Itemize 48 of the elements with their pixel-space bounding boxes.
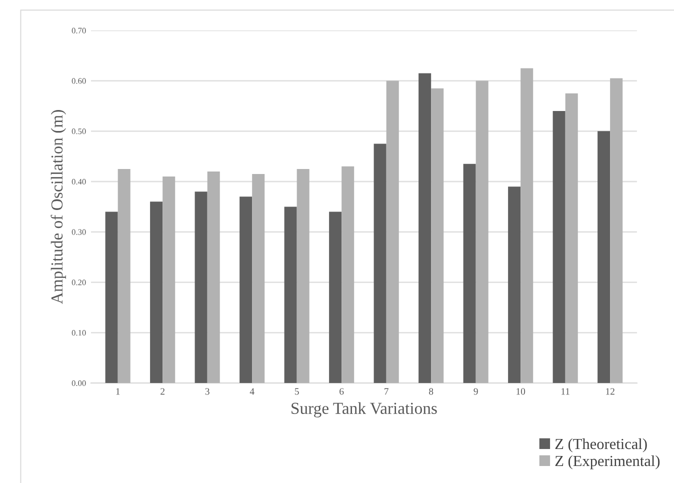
- bar: [598, 131, 610, 384]
- bar: [284, 206, 297, 384]
- x-tick-label: 1: [116, 388, 120, 395]
- bar: [240, 196, 252, 384]
- bar: [520, 68, 534, 384]
- y-tick-label: 0.70: [72, 28, 86, 34]
- bar: [150, 202, 163, 384]
- legend-label: Z (Experimental): [555, 455, 660, 470]
- bar: [296, 168, 310, 384]
- x-axis-title: Surge Tank Variations: [292, 402, 437, 418]
- bar: [162, 176, 176, 384]
- bar: [329, 212, 342, 384]
- legend-label: Z (Theoretical): [555, 438, 647, 452]
- y-tick-label: 0.60: [72, 78, 86, 84]
- bar: [118, 168, 130, 384]
- bar: [431, 88, 444, 384]
- x-tick-label: 3: [205, 388, 210, 395]
- x-tick-label: 12: [606, 388, 614, 395]
- bar: [610, 78, 623, 384]
- x-tick-label: 5: [294, 388, 299, 395]
- bar: [418, 73, 432, 384]
- bar: [105, 212, 118, 384]
- y-tick-label: 0.10: [72, 330, 86, 336]
- x-tick-label: 4: [250, 388, 254, 395]
- y-tick-label: 0.40: [72, 178, 86, 185]
- y-axis-title: Amplitude of Oscillation (m): [50, 110, 66, 304]
- bar: [207, 171, 220, 384]
- bar: [386, 80, 399, 384]
- y-tick-label: 0.50: [72, 128, 86, 134]
- x-tick-label: 6: [340, 388, 344, 395]
- y-tick-label: 0.20: [72, 280, 86, 286]
- x-tick-label: 7: [384, 388, 388, 395]
- y-tick-label: 0.30: [72, 229, 86, 235]
- x-tick-label: 9: [474, 388, 478, 395]
- x-tick-label: 2: [160, 388, 164, 395]
- bar: [342, 166, 354, 384]
- x-tick-label: 8: [429, 388, 434, 395]
- x-tick-label: 10: [516, 388, 526, 395]
- bar: [552, 111, 566, 384]
- bar: [463, 164, 476, 384]
- bar: [508, 186, 521, 384]
- x-tick-label: 11: [562, 388, 570, 395]
- y-tick-label: 0.00: [72, 380, 86, 386]
- bar: [565, 93, 578, 384]
- bar: [194, 192, 208, 384]
- bar: [476, 80, 488, 384]
- bar: [374, 144, 386, 384]
- bar: [252, 174, 265, 384]
